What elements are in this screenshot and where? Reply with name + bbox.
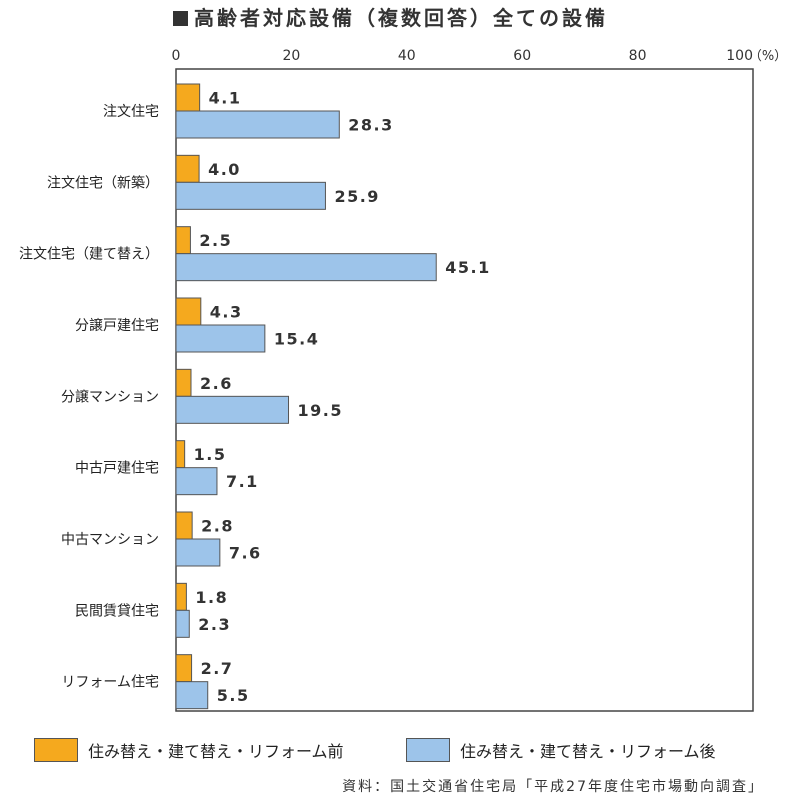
data-label: 1.8 bbox=[195, 588, 228, 607]
legend-label-after: 住み替え・建て替え・リフォーム後 bbox=[460, 742, 716, 761]
category-label: 分譲マンション bbox=[61, 389, 159, 405]
data-label: 1.5 bbox=[194, 445, 227, 464]
category-label: リフォーム住宅 bbox=[61, 675, 159, 691]
data-label: 2.7 bbox=[201, 659, 234, 678]
bar-before bbox=[175, 154, 200, 183]
bar-before bbox=[175, 654, 193, 683]
data-label: 2.8 bbox=[201, 517, 234, 536]
legend-swatch-before bbox=[34, 738, 78, 762]
bar-after bbox=[175, 324, 266, 353]
bar-before bbox=[175, 511, 193, 540]
data-label: 5.5 bbox=[217, 686, 250, 705]
data-label: 2.6 bbox=[200, 374, 233, 393]
data-label: 2.3 bbox=[198, 615, 231, 634]
bar-after bbox=[175, 110, 340, 139]
category-label: 民間賃貸住宅 bbox=[75, 603, 159, 619]
chart-title: 高齢者対応設備（複数回答）全ての設備 bbox=[173, 2, 608, 31]
bar-before bbox=[175, 582, 187, 611]
category-label: 分譲戸建住宅 bbox=[75, 318, 159, 334]
bar-before bbox=[175, 368, 192, 397]
data-label: 25.9 bbox=[334, 187, 379, 206]
x-unit-label: （%） bbox=[749, 49, 787, 64]
data-label: 28.3 bbox=[348, 116, 393, 135]
category-label: 注文住宅（新築） bbox=[47, 175, 159, 191]
bar-before bbox=[175, 226, 191, 255]
chart-title-text: 高齢者対応設備（複数回答）全ての設備 bbox=[194, 6, 608, 30]
legend-item-before: 住み替え・建て替え・リフォーム前 bbox=[34, 737, 344, 763]
bar-before bbox=[175, 440, 186, 469]
bar-after bbox=[175, 681, 209, 710]
data-label: 2.5 bbox=[199, 231, 232, 250]
legend-label-before: 住み替え・建て替え・リフォーム前 bbox=[88, 742, 344, 761]
category-label: 中古戸建住宅 bbox=[75, 461, 159, 477]
data-label: 7.6 bbox=[229, 544, 262, 563]
bar-after bbox=[175, 538, 221, 567]
category-label: 注文住宅 bbox=[103, 104, 159, 120]
x-tick-label: 40 bbox=[398, 48, 416, 64]
bar-after bbox=[175, 181, 326, 210]
x-tick-label: 0 bbox=[172, 48, 181, 64]
source-note: 資料：国土交通省住宅局「平成27年度住宅市場動向調査」 bbox=[342, 779, 764, 795]
x-tick-label: 80 bbox=[629, 48, 647, 64]
bar-after bbox=[175, 395, 290, 424]
bar-after bbox=[175, 253, 437, 282]
bar-before bbox=[175, 83, 201, 112]
legend-swatch-after bbox=[406, 738, 450, 762]
square-bullet-icon bbox=[173, 11, 188, 26]
data-label: 45.1 bbox=[445, 258, 490, 277]
bar-before bbox=[175, 297, 202, 326]
bar-after bbox=[175, 467, 218, 496]
data-label: 7.1 bbox=[226, 472, 259, 491]
legend-item-after: 住み替え・建て替え・リフォーム後 bbox=[406, 737, 716, 763]
x-tick-label: 20 bbox=[282, 48, 300, 64]
data-label: 4.3 bbox=[210, 303, 243, 322]
data-label: 4.0 bbox=[208, 160, 241, 179]
bar-after bbox=[175, 609, 190, 638]
plot-frame bbox=[175, 68, 754, 712]
data-label: 15.4 bbox=[274, 330, 319, 349]
data-label: 4.1 bbox=[209, 89, 242, 108]
data-label: 19.5 bbox=[298, 401, 343, 420]
category-label: 注文住宅（建て替え） bbox=[19, 247, 159, 263]
category-label: 中古マンション bbox=[61, 532, 159, 548]
x-tick-label: 100 bbox=[726, 48, 753, 64]
x-tick-label: 60 bbox=[513, 48, 531, 64]
